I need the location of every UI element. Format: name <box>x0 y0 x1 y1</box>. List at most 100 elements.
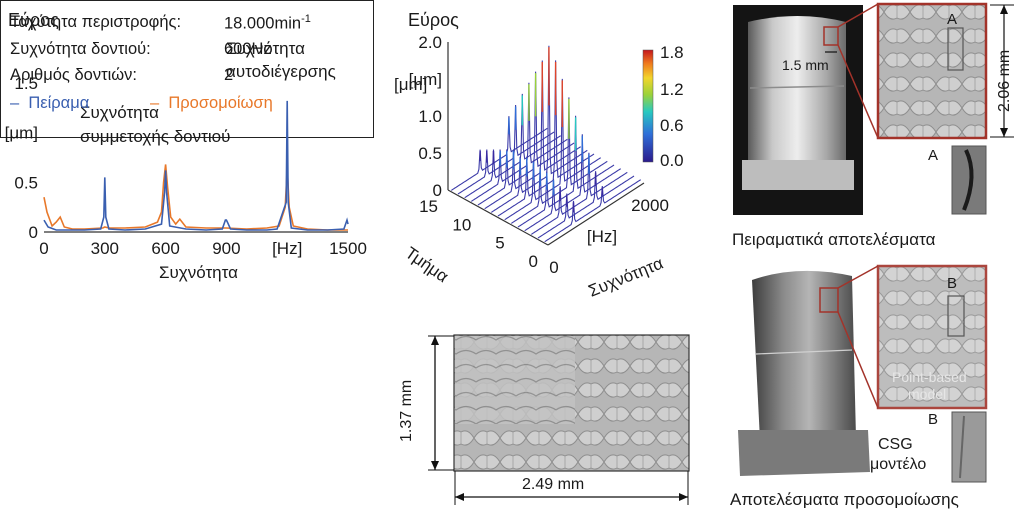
simulation-zoom-marker <box>819 287 839 313</box>
waterfall-segment-axis <box>447 189 549 246</box>
legend-experiment: – Πείραμα <box>10 94 89 113</box>
simulation-zoom-link-top <box>837 265 879 289</box>
teeth-value: 2 <box>224 66 234 84</box>
waterfall-slice <box>544 179 642 243</box>
waterfall-slice <box>524 134 622 232</box>
tooth-frequency-value: 600Hz <box>224 40 272 58</box>
teeth-label: Αριθμός δοντιών: <box>10 66 137 84</box>
waterfall-segment-tick: 5 <box>495 234 504 253</box>
simulation-csg-model-1: CSG <box>878 436 913 453</box>
waterfall-chart: Εύρος 0[Hz]200005101500.51.0[μm]2.0[μm][… <box>390 0 700 310</box>
height-arrow-top <box>431 336 439 345</box>
speed-value-exponent: -1 <box>301 13 311 25</box>
experiment-zoom-link-bottom <box>837 44 879 139</box>
simulation-blade <box>752 270 856 446</box>
simulation-zoom-image <box>876 264 988 410</box>
waterfall-z-tick: [μm] <box>409 70 442 89</box>
experiment-zoom-image <box>876 2 988 140</box>
spectrum-y-tick: 1.5 <box>14 74 38 93</box>
waterfall-freq-tick: 0 <box>549 258 558 277</box>
spectrum-chart: Εύρος Συχνότητα αυτοδιέγερσης Συχνότητα … <box>0 0 390 300</box>
experiment-caption: Πειραματικά αποτελέσματα <box>732 230 936 249</box>
simulation-csg-model-2: μοντέλο <box>870 456 927 473</box>
experiment-height-arrow-bottom <box>1000 128 1008 137</box>
experiment-marker-a-detail: A <box>928 147 939 164</box>
experiment-marker-a-box <box>947 27 964 71</box>
simulation-marker-b-box <box>947 295 965 337</box>
surface-image-rows <box>455 336 575 424</box>
colorbar-tick: 0.6 <box>660 116 684 135</box>
tooth-frequency-label: Συχνότητα δοντιού: <box>10 40 151 58</box>
surface-width-label: 2.49 mm <box>522 476 585 493</box>
waterfall-freq-tick: [Hz] <box>587 227 617 246</box>
colorbar <box>642 49 654 163</box>
spectrum-x-tick: 300 <box>91 239 119 258</box>
experiment-height-arrow-top <box>1000 5 1008 14</box>
experiment-blade-base <box>742 160 854 190</box>
waterfall-segment-tick: 15 <box>419 197 438 216</box>
experiment-detail-a-crack <box>962 149 974 211</box>
waterfall-segment-tick: 0 <box>529 252 538 271</box>
width-arrow-right <box>679 493 688 501</box>
simulation-panel: B Point-based model B CSG μοντέλο Αποτελ… <box>728 262 1024 517</box>
spectrum-series-simulation <box>43 164 348 231</box>
colorbar-tick: 0.0 <box>660 151 684 170</box>
simulation-point-model-2: model <box>908 386 947 402</box>
spectrum-annotation-tooth-1: Συχνότητα <box>80 103 159 122</box>
simulation-detail-b-image <box>951 411 987 483</box>
speed-value-text: 18.000min <box>224 14 302 33</box>
spectrum-y-tick: [μm] <box>5 124 38 143</box>
colorbar-tick: 1.2 <box>660 80 684 99</box>
colorbar-tick: 1.8 <box>660 43 684 62</box>
spectrum-annotation-tooth-2: συμμετοχής δοντιού <box>80 127 231 146</box>
simulation-point-model-1: Point-based <box>892 369 967 385</box>
spectrum-x-tick: 900 <box>212 239 240 258</box>
waterfall-z-tick: 0.5 <box>418 144 442 163</box>
simulation-detail-b-edge <box>959 415 965 479</box>
parameters-box: Ταχύτητα περιστροφής: 18.000min-1 Συχνότ… <box>0 0 374 138</box>
spectrum-x-tick: 1500 <box>329 239 367 258</box>
height-arrow-bottom <box>431 461 439 470</box>
experiment-figure <box>733 2 1014 215</box>
legend-experiment-mark: – <box>10 94 20 112</box>
legend-simulation-label: Προσομοίωση <box>168 94 273 112</box>
simulation-caption: Αποτελέσματα προσομοίωσης <box>730 490 959 509</box>
simulation-zoom-link-bottom <box>837 311 879 409</box>
spectrum-x-tick: [Hz] <box>272 239 302 258</box>
spectrum-y-title: Εύρος <box>8 10 59 30</box>
waterfall-slice <box>517 115 615 228</box>
spectrum-annotation-self-2: αυτοδιέγερσης <box>226 62 336 81</box>
speed-value: 18.000min-1 <box>224 13 311 34</box>
experiment-scale-label: 1.5 mm <box>782 57 829 73</box>
simulation-blade-base <box>738 430 870 476</box>
experiment-blade-groove <box>749 85 845 89</box>
waterfall-z-title: Εύρος <box>408 10 459 30</box>
simulation-blade-groove <box>755 349 853 355</box>
waterfall-freq-tick: 2000 <box>631 196 669 215</box>
legend-experiment-label: Πείραμα <box>28 94 90 112</box>
simulation-marker-b-detail: B <box>928 411 939 428</box>
spectrum-series-experiment <box>43 100 349 231</box>
spectrum-plot: 0 300 600 900 [Hz] 1500 0 0.5 [μm] 1.5 <box>5 74 367 258</box>
waterfall-slice <box>530 152 628 235</box>
waterfall-slice <box>537 171 635 239</box>
experiment-zoom-link-top <box>837 3 879 28</box>
surface-figure <box>428 334 690 505</box>
experiment-zoom-marker <box>823 26 839 46</box>
surface-height-label: 1.37 mm <box>398 379 415 442</box>
experiment-marker-a: A <box>947 11 958 28</box>
waterfall-z-tick: 2.0 <box>418 33 442 52</box>
spectrum-x-title: Συχνότητα <box>159 263 238 282</box>
width-arrow-left <box>455 493 464 501</box>
spectrum-x-tick: 600 <box>151 239 179 258</box>
experiment-blade <box>748 16 846 169</box>
spectrum-x-tick: 0 <box>39 239 48 258</box>
legend-simulation: – Προσομοίωση <box>150 94 273 113</box>
waterfall-segment-tick: 10 <box>452 215 471 234</box>
simulation-figure <box>738 264 988 483</box>
spectrum-y-tick: 0.5 <box>14 173 38 192</box>
waterfall-z-tick: 0 <box>433 181 442 200</box>
surface-panel: 1.37 mm 2.49 mm <box>396 330 696 517</box>
experiment-panel: A 1.5 mm 2.06 mm A Πειραματικά αποτελέσμ… <box>728 0 1024 260</box>
